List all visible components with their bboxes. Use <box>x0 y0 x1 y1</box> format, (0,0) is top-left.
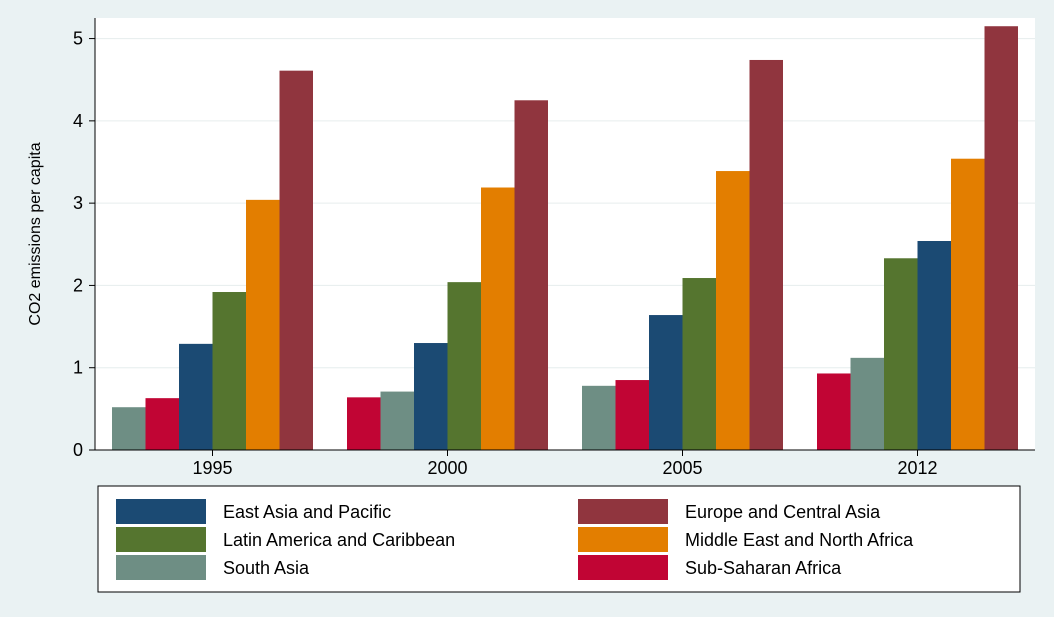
bars <box>112 26 1018 451</box>
bar-2012-latin-america-and-caribbean <box>884 258 918 450</box>
legend-swatch-east-asia-and-pacific <box>116 499 206 524</box>
legend-swatch-south-asia <box>116 555 206 580</box>
bar-1995-latin-america-and-caribbean <box>212 292 246 450</box>
bar-2000-europe-and-central-asia <box>514 100 548 451</box>
bar-2005-middle-east-and-north-africa <box>716 171 750 450</box>
bar-2005-south-asia <box>582 385 616 450</box>
bar-2000-south-asia <box>380 391 414 450</box>
legend-box <box>97 485 1021 593</box>
bar-2005-sub-saharan-africa <box>615 380 649 450</box>
y-tick-label: 2 <box>73 275 83 295</box>
bar-1995-east-asia-and-pacific <box>179 343 213 450</box>
y-tick-label: 3 <box>73 193 83 213</box>
legend-swatch-sub-saharan-africa <box>578 555 668 580</box>
y-ticks: 0 1 2 3 4 5 <box>73 29 95 460</box>
bar-2005-europe-and-central-asia <box>749 59 783 451</box>
legend-label-south-asia: South Asia <box>223 558 310 578</box>
legend-swatch-europe-and-central-asia <box>578 499 668 524</box>
y-axis-label: CO2 emissions per capita <box>27 142 44 325</box>
bar-2005-east-asia-and-pacific <box>649 315 683 450</box>
bar-2000-sub-saharan-africa <box>347 397 381 450</box>
legend-swatch-middle-east-and-north-africa <box>578 527 668 552</box>
x-tick-label: 1995 <box>192 458 232 478</box>
bar-1995-europe-and-central-asia <box>279 70 313 451</box>
bar-1995-middle-east-and-north-africa <box>246 199 280 450</box>
legend-label-middle-east-and-north-africa: Middle East and North Africa <box>685 530 914 550</box>
bar-2012-south-asia <box>850 357 884 450</box>
bar-2000-east-asia-and-pacific <box>414 343 448 450</box>
y-tick-label: 1 <box>73 358 83 378</box>
bar-1995-south-asia <box>112 407 146 450</box>
axes <box>94 18 1035 451</box>
x-ticks: 1995 2000 2005 2012 <box>192 450 938 478</box>
bar-2005-latin-america-and-caribbean <box>682 278 716 450</box>
bar-2000-latin-america-and-caribbean <box>447 282 481 450</box>
legend-label-sub-saharan-africa: Sub-Saharan Africa <box>685 558 842 578</box>
bar-2000-middle-east-and-north-africa <box>481 187 515 450</box>
bar-2012-sub-saharan-africa <box>817 373 851 450</box>
y-tick-label: 4 <box>73 111 83 131</box>
bar-2012-europe-and-central-asia <box>984 26 1018 450</box>
x-tick-label: 2012 <box>897 458 937 478</box>
bar-2012-east-asia-and-pacific <box>917 240 951 450</box>
y-tick-label: 0 <box>73 440 83 460</box>
bar-1995-sub-saharan-africa <box>145 398 179 450</box>
bar-2012-middle-east-and-north-africa <box>951 158 985 451</box>
legend-swatch-latin-america-and-caribbean <box>116 527 206 552</box>
legend-label-europe-and-central-asia: Europe and Central Asia <box>685 502 881 522</box>
legend: East Asia and Pacific Europe and Central … <box>97 485 1021 593</box>
y-tick-label: 5 <box>73 29 83 49</box>
x-tick-label: 2000 <box>427 458 467 478</box>
x-tick-label: 2005 <box>662 458 702 478</box>
legend-label-east-asia-and-pacific: East Asia and Pacific <box>223 502 391 522</box>
legend-label-latin-america-and-caribbean: Latin America and Caribbean <box>223 530 455 550</box>
